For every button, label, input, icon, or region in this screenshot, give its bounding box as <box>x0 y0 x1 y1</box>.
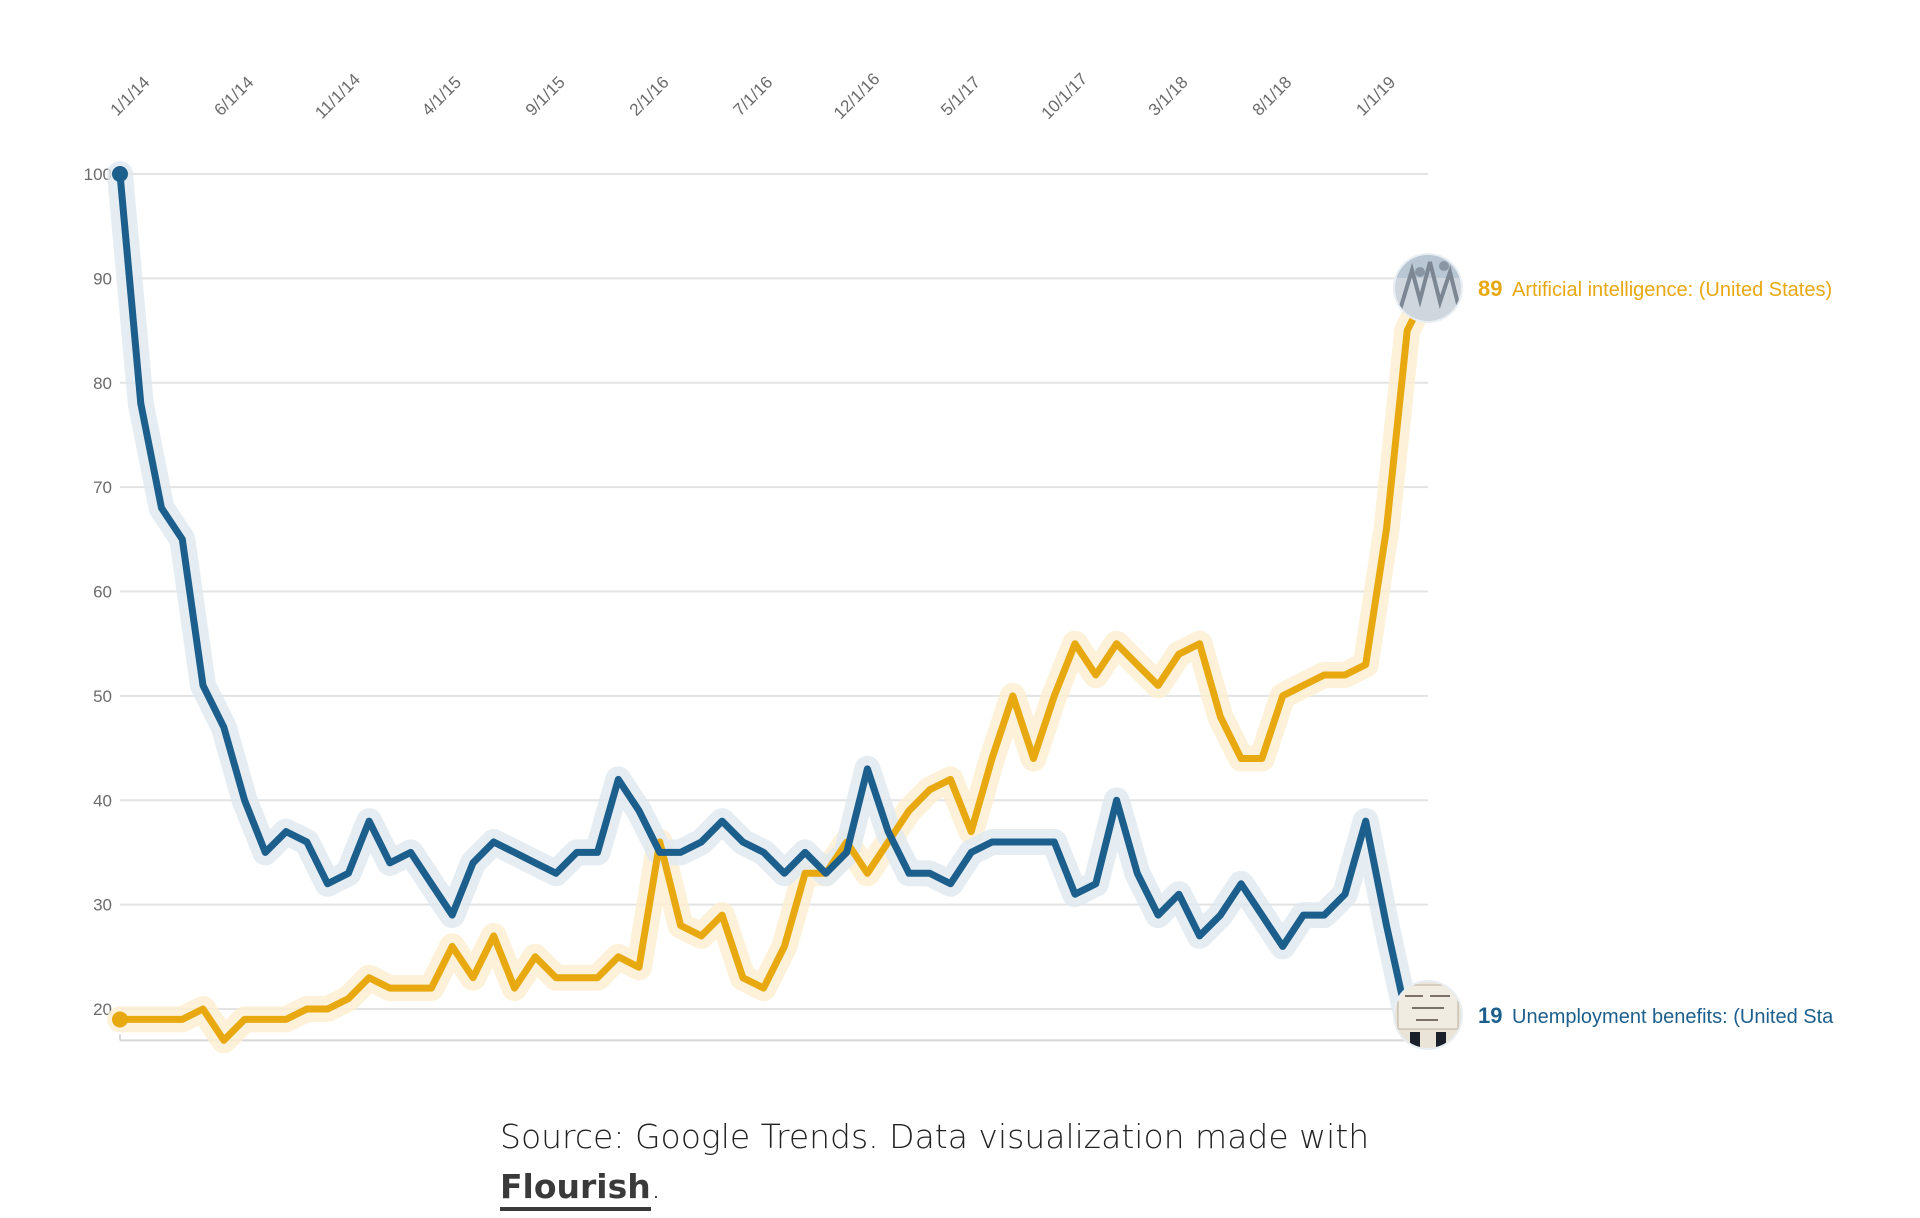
caption-text: Source: Google Trends. Data visualizatio… <box>500 1117 1370 1156</box>
x-tick-label: 4/1/15 <box>418 73 465 120</box>
caption-end: . <box>650 1167 662 1206</box>
y-tick-label: 100 <box>84 165 112 184</box>
unemployment-end-label: Unemployment benefits: (United Sta <box>1512 1006 1834 1028</box>
x-tick-label: 9/1/15 <box>522 73 569 120</box>
x-tick-label: 10/1/17 <box>1038 69 1092 123</box>
y-tick-label: 80 <box>93 374 112 393</box>
y-tick-label: 30 <box>93 896 112 915</box>
unemployment-line <box>116 170 1432 1023</box>
x-tick-label: 8/1/18 <box>1249 73 1296 120</box>
series-lines <box>107 161 1441 1054</box>
x-tick-label: 1/1/14 <box>107 73 154 120</box>
ai-end-value: 89 <box>1478 276 1502 301</box>
y-tick-label: 50 <box>93 687 112 706</box>
job-seeker-photo-icon <box>1393 980 1463 1050</box>
x-tick-label: 1/1/19 <box>1352 73 1399 120</box>
x-tick-label: 7/1/16 <box>730 73 777 120</box>
series-halo-1 <box>107 275 1441 1054</box>
flourish-link[interactable]: Flourish <box>500 1167 651 1211</box>
y-axis-ticks: 20 30 40 50 60 70 80 90 100 <box>84 165 112 1019</box>
gridlines <box>119 173 1428 1042</box>
x-tick-label: 2/1/16 <box>626 73 673 120</box>
x-tick-label: 6/1/14 <box>210 73 257 120</box>
ai-end-label: Artificial intelligence: (United States) <box>1512 279 1832 301</box>
ai-line <box>116 285 1432 1044</box>
y-tick-label: 20 <box>93 1000 112 1019</box>
x-axis-ticks: 1/1/14 6/1/14 11/1/14 4/1/15 9/1/15 2/1/16 7/1… <box>107 69 1400 123</box>
y-tick-label: 90 <box>93 269 112 288</box>
ai-start-point <box>112 1011 128 1028</box>
x-tick-label: 11/1/14 <box>311 70 364 123</box>
source-caption: Source: Google Trends. Data visualizatio… <box>500 1112 1400 1212</box>
robot-photo-icon <box>1393 253 1463 323</box>
y-tick-label: 40 <box>93 791 112 810</box>
unemployment-end-value: 19 <box>1478 1003 1502 1028</box>
y-tick-label: 60 <box>93 583 112 602</box>
y-tick-label: 70 <box>93 478 112 497</box>
x-tick-label: 3/1/18 <box>1145 73 1192 120</box>
x-tick-label: 5/1/17 <box>937 73 984 120</box>
x-tick-label: 12/1/16 <box>830 69 884 123</box>
unemployment-start-point <box>112 166 128 182</box>
end-labels: 89 Artificial intelligence: (United Stat… <box>1478 276 1834 1028</box>
